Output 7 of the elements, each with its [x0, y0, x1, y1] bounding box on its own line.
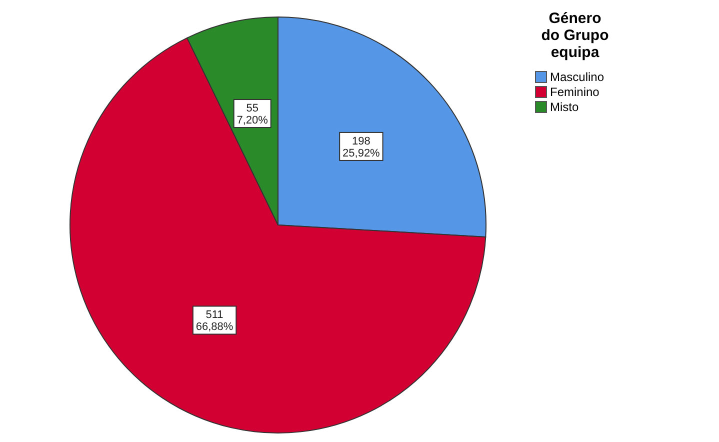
data-label: 198 25,92% — [342, 135, 380, 160]
legend-label: Masculino — [550, 70, 604, 84]
legend-title: Género do Grupo equipa — [540, 10, 610, 61]
data-label: 55 7,20% — [236, 102, 268, 127]
data-label: 511 66,88% — [196, 309, 234, 334]
legend-label: Feminino — [550, 84, 600, 98]
legend-label: Misto — [550, 100, 579, 114]
